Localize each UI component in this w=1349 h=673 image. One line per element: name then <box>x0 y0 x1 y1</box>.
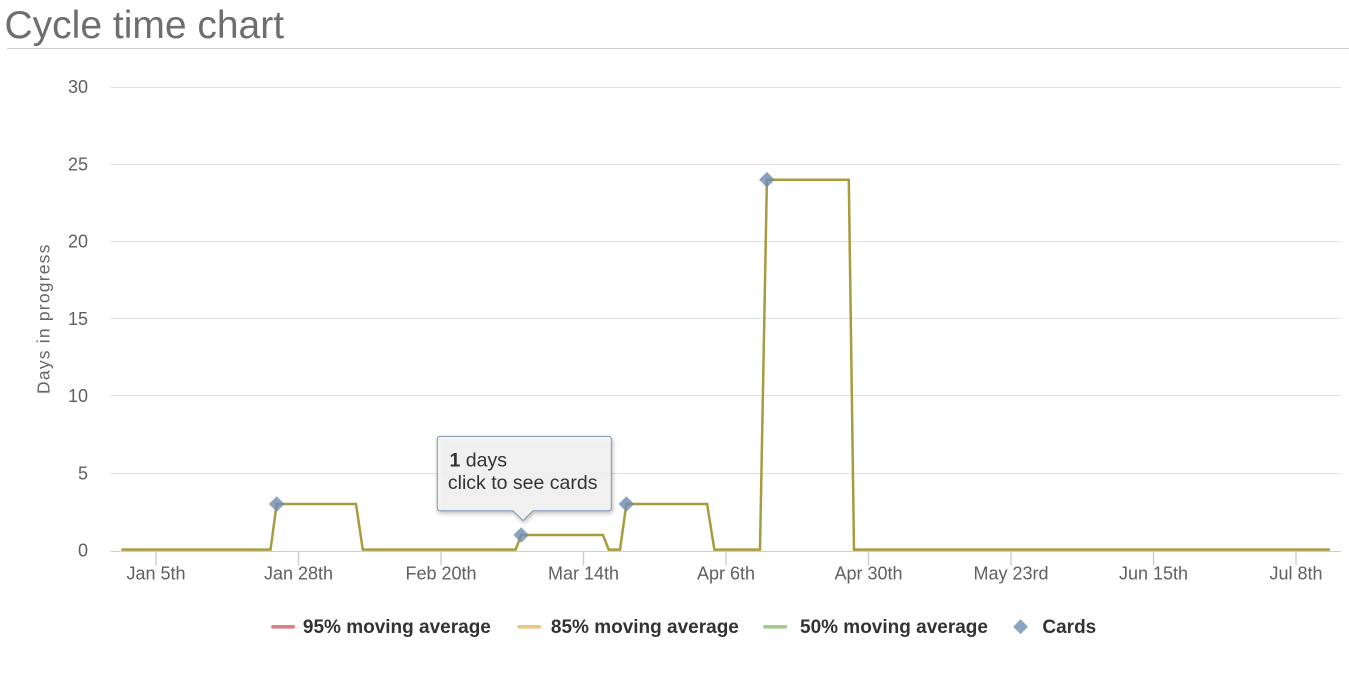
svg-text:Mar 14th: Mar 14th <box>548 564 619 584</box>
svg-text:Apr 30th: Apr 30th <box>834 564 902 584</box>
svg-text:95% moving average: 95% moving average <box>303 617 491 638</box>
svg-text:25: 25 <box>68 154 88 174</box>
svg-text:Jan 5th: Jan 5th <box>126 564 185 584</box>
svg-text:30: 30 <box>68 77 88 97</box>
svg-text:50% moving average: 50% moving average <box>800 617 988 638</box>
svg-text:Feb 20th: Feb 20th <box>405 564 476 584</box>
svg-text:85% moving average: 85% moving average <box>551 617 739 638</box>
svg-text:5: 5 <box>78 463 88 483</box>
svg-text:10: 10 <box>68 386 88 406</box>
svg-text:Jul 8th: Jul 8th <box>1269 564 1322 584</box>
svg-text:Days in progress: Days in progress <box>34 243 54 394</box>
svg-text:Jun 15th: Jun 15th <box>1119 564 1188 584</box>
svg-text:click to see cards: click to see cards <box>448 472 598 494</box>
svg-text:May 23rd: May 23rd <box>973 564 1048 584</box>
svg-text:1 days: 1 days <box>450 450 508 472</box>
svg-text:Apr 6th: Apr 6th <box>697 564 755 584</box>
svg-text:Cycle time chart: Cycle time chart <box>5 4 285 47</box>
svg-text:15: 15 <box>68 309 88 329</box>
svg-text:Jan 28th: Jan 28th <box>264 564 333 584</box>
svg-text:0: 0 <box>78 541 88 561</box>
svg-text:Cards: Cards <box>1042 617 1096 638</box>
svg-text:20: 20 <box>68 232 88 252</box>
